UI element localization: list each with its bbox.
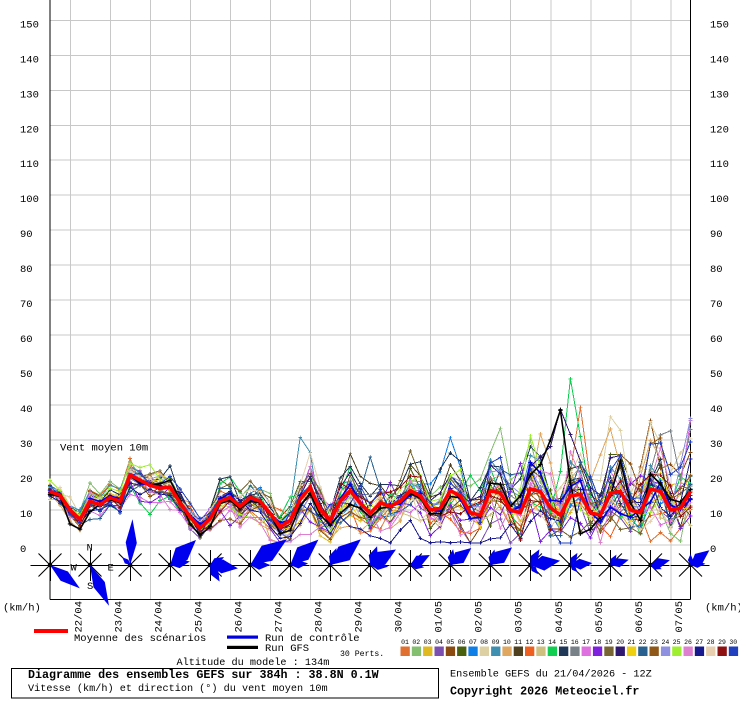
svg-text:02: 02 [412, 639, 420, 646]
svg-text:Diagramme des ensembles GEFS s: Diagramme des ensembles GEFS sur 384h : … [28, 668, 380, 682]
svg-text:N: N [87, 543, 93, 555]
svg-text:S: S [87, 581, 93, 593]
svg-text:Altitude du modele : 134m: Altitude du modele : 134m [177, 657, 330, 669]
svg-text:22: 22 [639, 639, 647, 646]
svg-text:29/04: 29/04 [354, 601, 366, 633]
svg-text:20: 20 [20, 474, 33, 486]
svg-text:130: 130 [710, 89, 729, 101]
svg-text:26/04: 26/04 [234, 601, 246, 633]
svg-text:17: 17 [582, 639, 590, 646]
svg-text:10: 10 [710, 509, 723, 521]
svg-text:110: 110 [710, 159, 729, 171]
svg-text:14: 14 [548, 639, 556, 646]
svg-text:01/05: 01/05 [434, 601, 446, 633]
svg-text:05: 05 [446, 639, 454, 646]
svg-text:03/05: 03/05 [514, 601, 526, 633]
svg-text:100: 100 [710, 194, 729, 206]
svg-text:Run de contrôle: Run de contrôle [265, 633, 360, 645]
svg-text:12: 12 [526, 639, 534, 646]
svg-text:30: 30 [20, 439, 33, 451]
svg-text:140: 140 [20, 54, 39, 66]
svg-text:140: 140 [710, 54, 729, 66]
svg-text:40: 40 [710, 404, 723, 416]
svg-text:W: W [71, 563, 78, 575]
svg-text:07/05: 07/05 [674, 601, 686, 633]
svg-text:21: 21 [627, 639, 635, 646]
svg-text:30: 30 [710, 439, 723, 451]
svg-text:26: 26 [684, 639, 692, 646]
svg-text:30 Perts.: 30 Perts. [340, 650, 384, 659]
svg-text:28/04: 28/04 [314, 601, 326, 633]
svg-text:23: 23 [650, 639, 658, 646]
svg-text:0: 0 [20, 544, 26, 556]
svg-text:50: 50 [20, 369, 33, 381]
svg-text:50: 50 [710, 369, 723, 381]
svg-text:150: 150 [20, 19, 39, 31]
svg-text:(km/h): (km/h) [705, 603, 740, 615]
svg-text:08: 08 [480, 639, 488, 646]
svg-text:10: 10 [20, 509, 33, 521]
svg-text:15: 15 [560, 639, 568, 646]
svg-text:05/05: 05/05 [594, 601, 606, 633]
svg-text:120: 120 [20, 124, 39, 136]
svg-text:18: 18 [593, 639, 601, 646]
svg-text:22/04: 22/04 [73, 601, 85, 633]
svg-text:90: 90 [20, 229, 33, 241]
svg-text:13: 13 [537, 639, 545, 646]
svg-text:29: 29 [718, 639, 726, 646]
svg-text:06: 06 [458, 639, 466, 646]
svg-text:01: 01 [401, 639, 409, 646]
svg-text:100: 100 [20, 194, 39, 206]
svg-text:11: 11 [514, 639, 522, 646]
svg-text:110: 110 [20, 159, 39, 171]
svg-text:E: E [108, 563, 114, 575]
svg-text:130: 130 [20, 89, 39, 101]
svg-text:16: 16 [571, 639, 579, 646]
svg-text:90: 90 [710, 229, 723, 241]
svg-text:04/05: 04/05 [554, 601, 566, 633]
svg-text:70: 70 [20, 299, 33, 311]
svg-text:04: 04 [435, 639, 443, 646]
svg-text:0: 0 [710, 544, 716, 556]
svg-text:24: 24 [661, 639, 669, 646]
svg-text:20: 20 [710, 474, 723, 486]
svg-text:Vitesse (km/h) et direction (°: Vitesse (km/h) et direction (°) du vent … [28, 683, 328, 695]
svg-text:27: 27 [695, 639, 703, 646]
svg-text:20: 20 [616, 639, 624, 646]
svg-text:Copyright 2026 Meteociel.fr: Copyright 2026 Meteociel.fr [450, 684, 639, 698]
svg-text:80: 80 [710, 264, 723, 276]
svg-text:07: 07 [469, 639, 477, 646]
svg-text:06/05: 06/05 [634, 601, 646, 633]
svg-text:(km/h): (km/h) [3, 603, 41, 615]
svg-text:10: 10 [503, 639, 511, 646]
svg-text:25/04: 25/04 [194, 601, 206, 633]
svg-text:150: 150 [710, 19, 729, 31]
svg-text:40: 40 [20, 404, 33, 416]
svg-text:30/04: 30/04 [394, 601, 406, 633]
svg-text:120: 120 [710, 124, 729, 136]
svg-text:Ensemble GEFS du 21/04/2026 -: Ensemble GEFS du 21/04/2026 - 12Z [450, 669, 652, 681]
svg-text:09: 09 [492, 639, 500, 646]
svg-text:27/04: 27/04 [274, 601, 286, 633]
svg-text:60: 60 [710, 334, 723, 346]
svg-text:23/04: 23/04 [113, 601, 125, 633]
svg-text:70: 70 [710, 299, 723, 311]
svg-text:28: 28 [707, 639, 715, 646]
svg-text:30: 30 [729, 639, 737, 646]
svg-text:25: 25 [673, 639, 681, 646]
svg-text:Run GFS: Run GFS [265, 643, 309, 655]
svg-text:02/05: 02/05 [474, 601, 486, 633]
svg-text:03: 03 [424, 639, 432, 646]
svg-text:60: 60 [20, 334, 33, 346]
svg-text:19: 19 [605, 639, 613, 646]
svg-text:Moyenne des scénarios: Moyenne des scénarios [74, 633, 206, 645]
svg-text:24/04: 24/04 [154, 601, 166, 633]
svg-text:Vent moyen 10m: Vent moyen 10m [60, 443, 148, 455]
svg-text:80: 80 [20, 264, 33, 276]
